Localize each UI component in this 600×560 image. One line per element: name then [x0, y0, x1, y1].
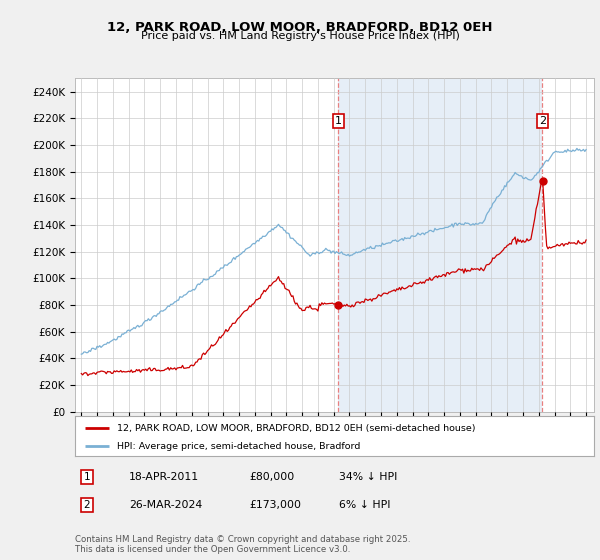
Text: HPI: Average price, semi-detached house, Bradford: HPI: Average price, semi-detached house,…	[116, 442, 360, 451]
Text: 2: 2	[83, 500, 91, 510]
Bar	[338, 78, 542, 412]
Text: 1: 1	[83, 472, 91, 482]
Text: 12, PARK ROAD, LOW MOOR, BRADFORD, BD12 0EH (semi-detached house): 12, PARK ROAD, LOW MOOR, BRADFORD, BD12 …	[116, 424, 475, 433]
Text: £173,000: £173,000	[249, 500, 301, 510]
Text: 18-APR-2011: 18-APR-2011	[129, 472, 199, 482]
Text: 12, PARK ROAD, LOW MOOR, BRADFORD, BD12 0EH: 12, PARK ROAD, LOW MOOR, BRADFORD, BD12 …	[107, 21, 493, 34]
Text: 26-MAR-2024: 26-MAR-2024	[129, 500, 202, 510]
Text: 6% ↓ HPI: 6% ↓ HPI	[339, 500, 391, 510]
Text: £80,000: £80,000	[249, 472, 294, 482]
Text: 1: 1	[335, 116, 342, 126]
Text: Price paid vs. HM Land Registry's House Price Index (HPI): Price paid vs. HM Land Registry's House …	[140, 31, 460, 41]
Text: Contains HM Land Registry data © Crown copyright and database right 2025.
This d: Contains HM Land Registry data © Crown c…	[75, 535, 410, 554]
Text: 2: 2	[539, 116, 546, 126]
Text: 34% ↓ HPI: 34% ↓ HPI	[339, 472, 397, 482]
